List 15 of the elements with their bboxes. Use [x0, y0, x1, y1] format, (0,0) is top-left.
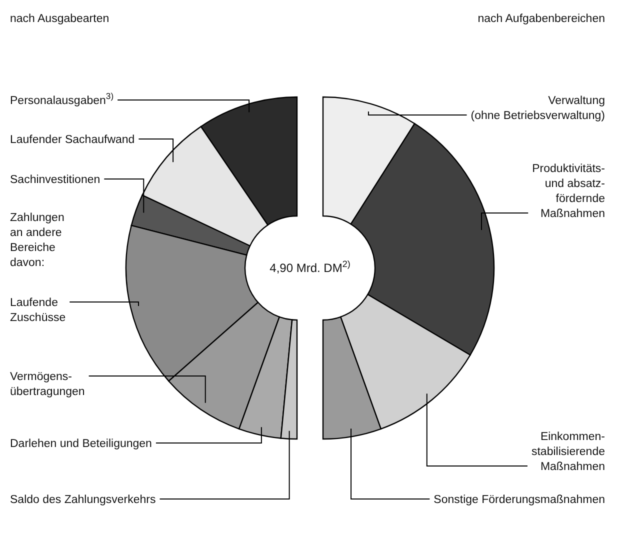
slice-label: Produktivitäts- und absatz- fördernde Maßnahmen — [532, 163, 606, 220]
slice-label: Sonstige Förderungsmaßnahmen — [434, 494, 605, 506]
slice-label: Laufende Zuschüsse — [10, 297, 66, 324]
slice-label: Sachinvestitionen — [10, 174, 100, 186]
text: 4,90 Mrd. DM$^{2)}$ — [270, 259, 350, 275]
slice-label: Darlehen und Beteiligungen — [10, 438, 152, 450]
text: Zahlungen an andere Bereiche davon: — [10, 212, 64, 269]
slice-label: Laufender Sachaufwand — [10, 134, 135, 146]
slice-label: Personalausgaben$^{3)}$ — [10, 91, 114, 107]
chart-title: nach Aufgabenbereichen — [478, 13, 605, 25]
slice-label: Einkommen- stabilisierende Maßnahmen — [531, 431, 606, 473]
slice-label: Vermögens- übertragungen — [10, 371, 85, 398]
slice-label: Verwaltung (ohne Betriebsverwaltung) — [470, 95, 606, 122]
chart-title: nach Ausgabearten — [10, 13, 110, 25]
slice-label: Saldo des Zahlungsverkehrs — [10, 494, 156, 506]
